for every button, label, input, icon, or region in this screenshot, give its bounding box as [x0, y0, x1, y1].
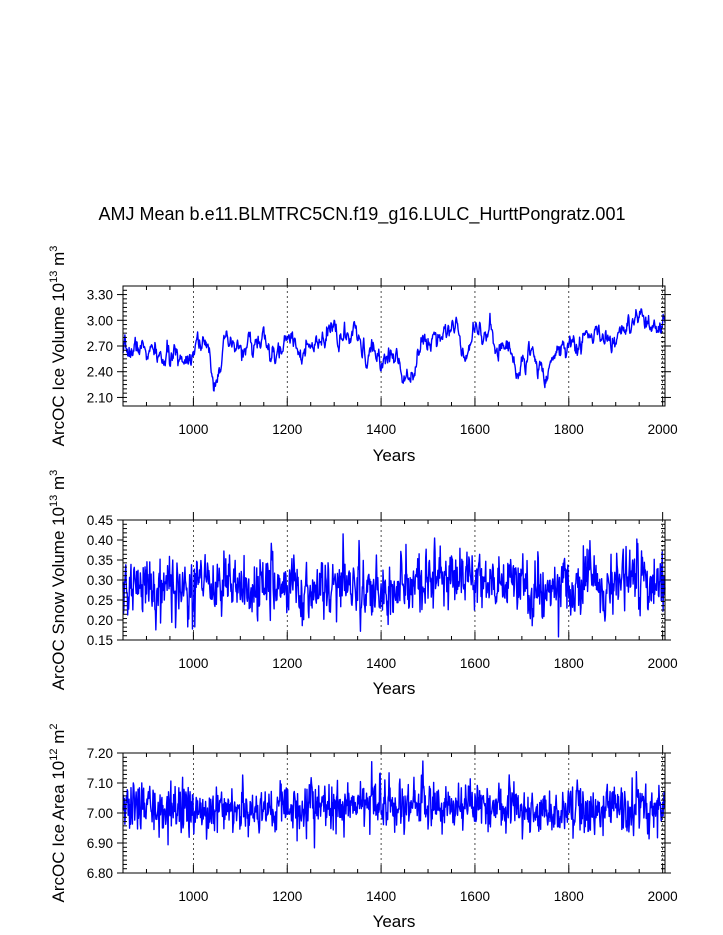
chart-panel-ice-area: 1000 1200 1400 1600 1800 2000 6.80 6.90 7.00 7.10…	[48, 724, 678, 932]
x-tick-label: 2000	[648, 422, 678, 437]
y-tick-label: 2.70	[87, 339, 113, 354]
y-tick-label: 3.30	[87, 288, 113, 303]
x-axis-title: Years	[373, 446, 416, 465]
x-tick-label: 1000	[178, 889, 208, 904]
x-tick-label: 1400	[366, 889, 396, 904]
y-tick-label: 2.40	[87, 365, 113, 380]
y-tick-label: 0.15	[87, 633, 113, 648]
x-tick-label: 1200	[272, 889, 302, 904]
y-tick-label: 2.10	[87, 390, 113, 405]
x-tick-label: 1800	[554, 422, 584, 437]
y-tick-label: 0.45	[87, 513, 113, 528]
x-tick-label: 1400	[366, 656, 396, 671]
panels: 1000 1200 1400 1600 1800 2000 2.10 2.40 2.70 3.00…	[48, 246, 678, 931]
x-tick-label: 1800	[554, 656, 584, 671]
y-tick-label: 6.90	[87, 836, 113, 851]
y-tick-label: 0.30	[87, 573, 113, 588]
series-line-ice-area	[122, 760, 666, 849]
y-tick-label: 3.00	[87, 313, 113, 328]
x-tick-label: 1600	[460, 422, 490, 437]
y-tick-label: 7.00	[87, 806, 113, 821]
y-tick-label: 0.40	[87, 533, 113, 548]
y-axis-title: ArcOC Ice Area 1012 m2	[48, 724, 68, 903]
plot-frame	[122, 285, 666, 407]
chart-panel-snow-volume: 1000 1200 1400 1600 1800 2000 0.15 0.20 0.25 0.30…	[48, 470, 678, 698]
chart-title: AMJ Mean b.e11.BLMTRC5CN.f19_g16.LULC_Hu…	[99, 204, 626, 225]
y-tick-label: 7.10	[87, 776, 113, 791]
x-axis-title: Years	[373, 912, 416, 931]
x-tick-label: 1800	[554, 889, 584, 904]
y-tick-label: 0.25	[87, 593, 113, 608]
x-tick-label: 1600	[460, 656, 490, 671]
chart-panel-ice-volume: 1000 1200 1400 1600 1800 2000 2.10 2.40 2.70 3.00…	[48, 246, 678, 465]
x-tick-label: 1000	[178, 656, 208, 671]
x-tick-label: 1400	[366, 422, 396, 437]
y-tick-label: 6.80	[87, 866, 113, 881]
series-line-snow-volume	[122, 533, 666, 638]
y-tick-label: 7.20	[87, 746, 113, 761]
y-axis-title: ArcOC Snow Volume 1013 m3	[48, 470, 68, 691]
x-tick-label: 1200	[272, 422, 302, 437]
x-tick-label: 2000	[648, 656, 678, 671]
y-tick-label: 0.20	[87, 613, 113, 628]
x-axis-title: Years	[373, 679, 416, 698]
y-tick-label: 0.35	[87, 553, 113, 568]
series-line-ice-volume	[122, 308, 666, 392]
x-tick-label: 2000	[648, 889, 678, 904]
x-tick-label: 1600	[460, 889, 490, 904]
x-tick-label: 1000	[178, 422, 208, 437]
y-axis-title: ArcOC Ice Volume 1013 m3	[48, 246, 68, 447]
x-tick-label: 1200	[272, 656, 302, 671]
